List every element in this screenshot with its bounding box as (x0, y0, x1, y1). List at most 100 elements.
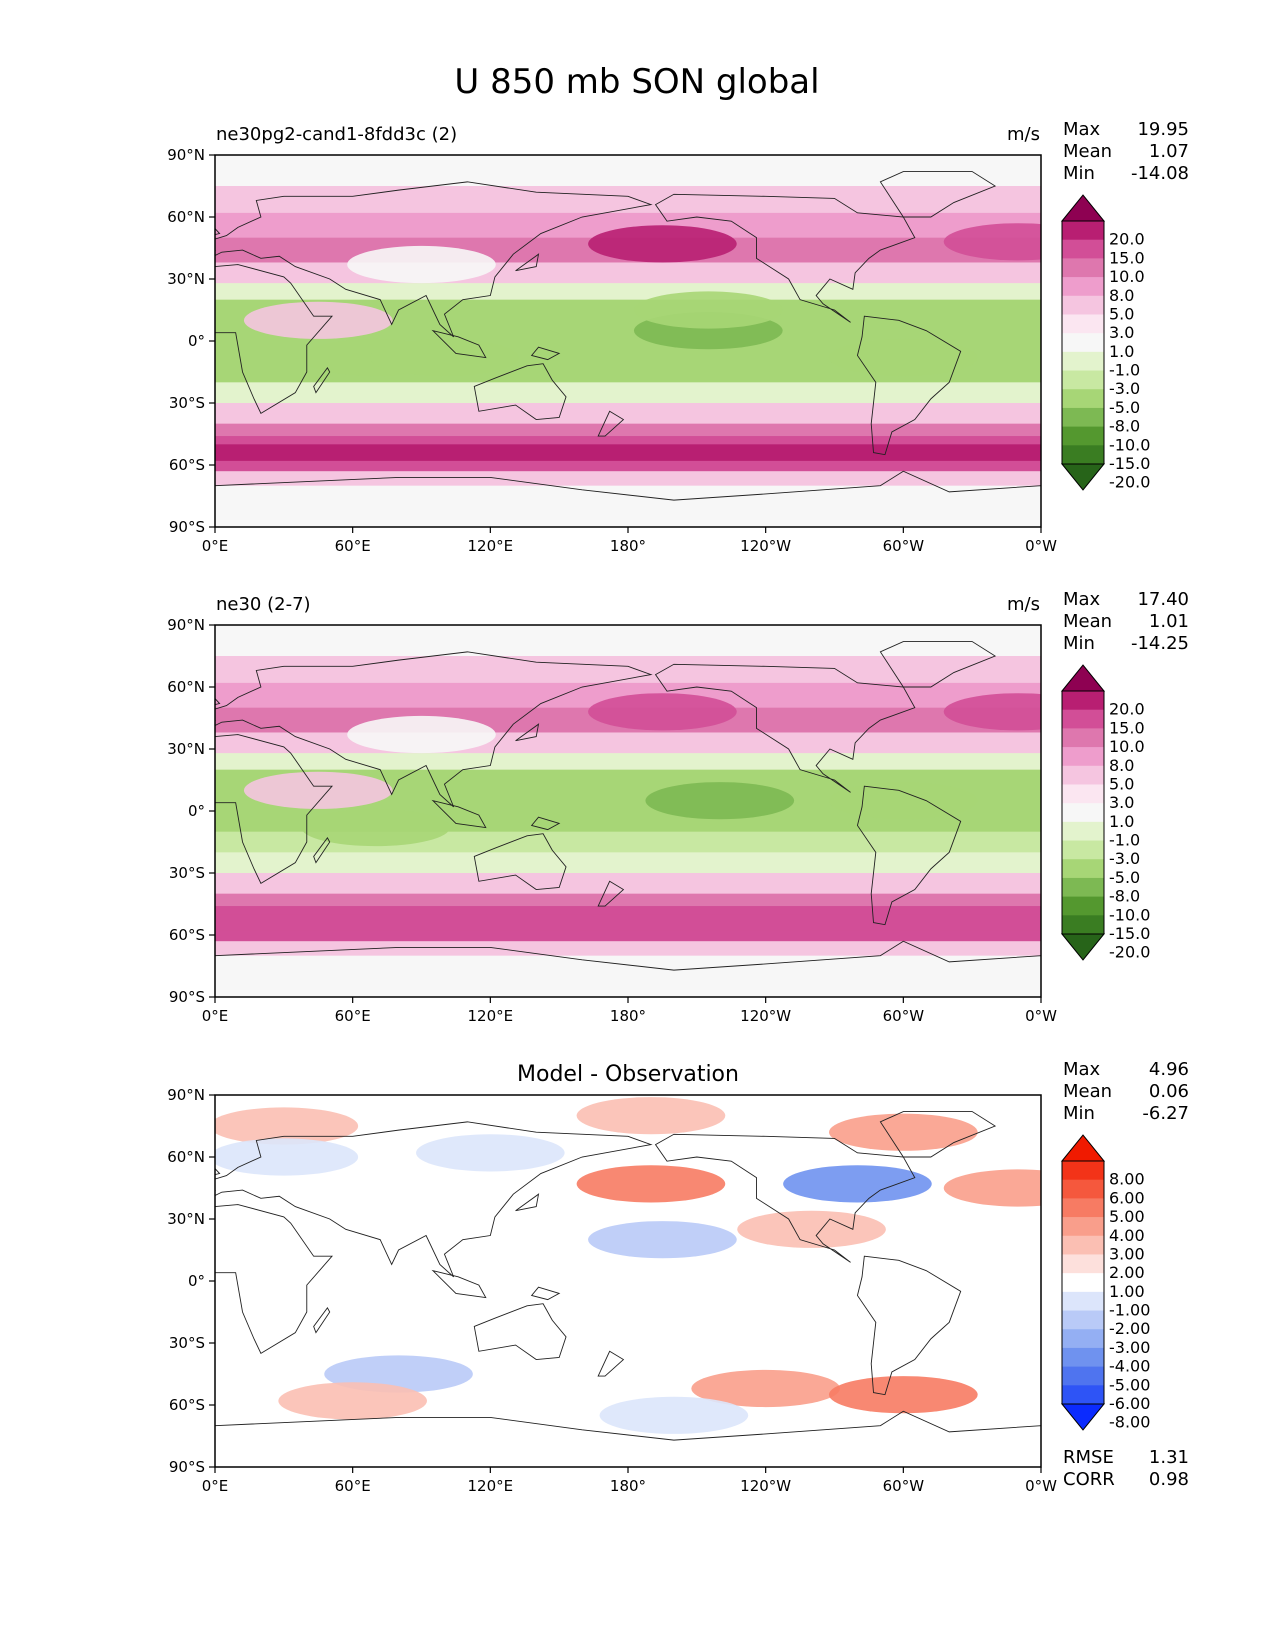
panel-test-colorbar: 20.015.010.08.05.03.01.0-1.0-3.0-5.0-8.0… (1060, 194, 1150, 492)
colorbar-label: 15.0 (1109, 718, 1145, 737)
colorbar-segment (1062, 784, 1104, 804)
panel-difference-axes: 0°E 60°E 120°E 180° 120°W 60°W 0°W 90°N 60°N 30°N… (167, 1086, 1057, 1495)
stat-mean-value: 0.06 (1149, 1081, 1189, 1102)
stat-max-value: 17.40 (1137, 589, 1189, 610)
metric-corr-label: CORR (1063, 1469, 1115, 1490)
colorbar-label: -5.00 (1109, 1375, 1150, 1394)
field-feature (588, 225, 737, 263)
colorbar-label: 20.0 (1109, 700, 1145, 719)
coastline (856, 315, 962, 456)
zonal-band (215, 382, 1041, 404)
colorbar-segment (1062, 1198, 1104, 1218)
x-tick-label: 0°E (202, 1007, 229, 1025)
zonal-band (215, 625, 1041, 657)
colorbar-label: 10.0 (1109, 267, 1145, 286)
zonal-band (215, 955, 1041, 997)
coastline (654, 1133, 916, 1263)
field-feature (576, 1097, 726, 1135)
coastline (215, 1204, 334, 1354)
colorbar-label: -10.0 (1109, 905, 1150, 924)
colorbar-segment (1062, 765, 1104, 785)
figure-title: U 850 mb SON global (454, 62, 819, 102)
coastline (597, 880, 625, 907)
zonal-band (215, 914, 1041, 932)
field-feature (215, 1107, 359, 1145)
colorbar-segment (1062, 1161, 1104, 1181)
y-tick-label: 30°N (167, 740, 205, 758)
colorbar-segment (1062, 859, 1104, 879)
colorbar-label: -3.0 (1109, 379, 1140, 398)
colorbar-label: 15.0 (1109, 248, 1145, 267)
coastline (597, 1350, 625, 1377)
metric-corr-value: 0.98 (1149, 1469, 1189, 1490)
x-tick-label: 120°E (468, 1007, 514, 1025)
coastline (215, 1410, 1041, 1467)
colorbar-label: -2.00 (1109, 1319, 1150, 1338)
y-tick-label: 0° (188, 1272, 205, 1290)
colorbar-segment (1062, 1366, 1104, 1386)
colorbar-top-extension (1060, 194, 1106, 222)
colorbar-label: -10.0 (1109, 435, 1150, 454)
coastline (215, 181, 653, 338)
colorbar-label: 8.0 (1109, 756, 1134, 775)
field-feature (278, 1382, 428, 1420)
colorbar-segment (1062, 1217, 1104, 1237)
y-tick-label: 90°N (167, 146, 205, 164)
coastline (215, 940, 1041, 997)
colorbar-segment (1062, 239, 1104, 259)
colorbar-label: -15.0 (1109, 454, 1150, 473)
colorbar-label: 4.00 (1109, 1226, 1145, 1245)
panel-test-stats: Max 19.95 Mean 1.07 Min -14.08 (1063, 119, 1189, 184)
colorbar-label: -3.00 (1109, 1338, 1150, 1357)
zonal-band (215, 906, 1041, 915)
colorbar-bottom-extension (1060, 1403, 1106, 1431)
colorbar-segment (1062, 1273, 1104, 1293)
stat-max-label: Max (1063, 119, 1101, 140)
x-tick-label: 60°W (883, 1477, 925, 1495)
y-tick-label: 60°N (167, 208, 205, 226)
zonal-band (215, 444, 1041, 462)
coastline (530, 346, 561, 361)
colorbar-segment (1062, 370, 1104, 390)
colorbar-segment (1062, 877, 1104, 898)
colorbar-top-extension (1060, 1134, 1106, 1162)
colorbar-frame (1061, 220, 1105, 465)
y-tick-label: 30°S (169, 394, 205, 412)
field-feature (737, 1210, 886, 1248)
colorbar-label: -8.0 (1109, 887, 1140, 906)
coastline (879, 171, 997, 218)
field-feature (633, 291, 783, 329)
stat-max-value: 4.96 (1149, 1059, 1189, 1080)
field-feature (215, 1138, 359, 1176)
colorbar-top-extension (1060, 664, 1106, 692)
stat-mean-label: Mean (1063, 1081, 1112, 1102)
colorbar-segment (1062, 840, 1104, 860)
stat-min-label: Min (1063, 633, 1095, 654)
coastline (431, 1269, 487, 1299)
panel-test-axes: 0°E 60°E 120°E 180° 120°W 60°W 0°W 90°N 60°N 30°N… (167, 146, 1057, 555)
stat-min-value: -6.27 (1142, 1103, 1189, 1124)
colorbar-label: 20.0 (1109, 230, 1145, 249)
colorbar-label: -3.0 (1109, 849, 1140, 868)
metric-rmse-value: 1.31 (1149, 1447, 1189, 1468)
colorbar-segment (1062, 896, 1104, 916)
colorbar-frame (1061, 1160, 1105, 1405)
x-tick-label: 60°W (883, 1007, 925, 1025)
field-feature (828, 1376, 978, 1414)
stat-min-value: -14.25 (1131, 633, 1189, 654)
zonal-band (215, 262, 1041, 284)
colorbar-segment (1062, 821, 1104, 841)
colorbar-segment (1062, 295, 1104, 315)
x-tick-label: 180° (610, 1477, 646, 1495)
panel-reference-title: ne30 (2-7) (216, 594, 311, 615)
colorbar-label: -5.0 (1109, 868, 1140, 887)
coastline (856, 785, 962, 926)
stat-mean-label: Mean (1063, 611, 1112, 632)
colorbar-label: 8.00 (1109, 1170, 1145, 1189)
colorbar-segment (1062, 426, 1104, 446)
field-feature (783, 1165, 932, 1203)
colorbar-label: -20.0 (1109, 473, 1150, 492)
stat-mean-label: Mean (1063, 141, 1112, 162)
coastline (313, 367, 331, 394)
